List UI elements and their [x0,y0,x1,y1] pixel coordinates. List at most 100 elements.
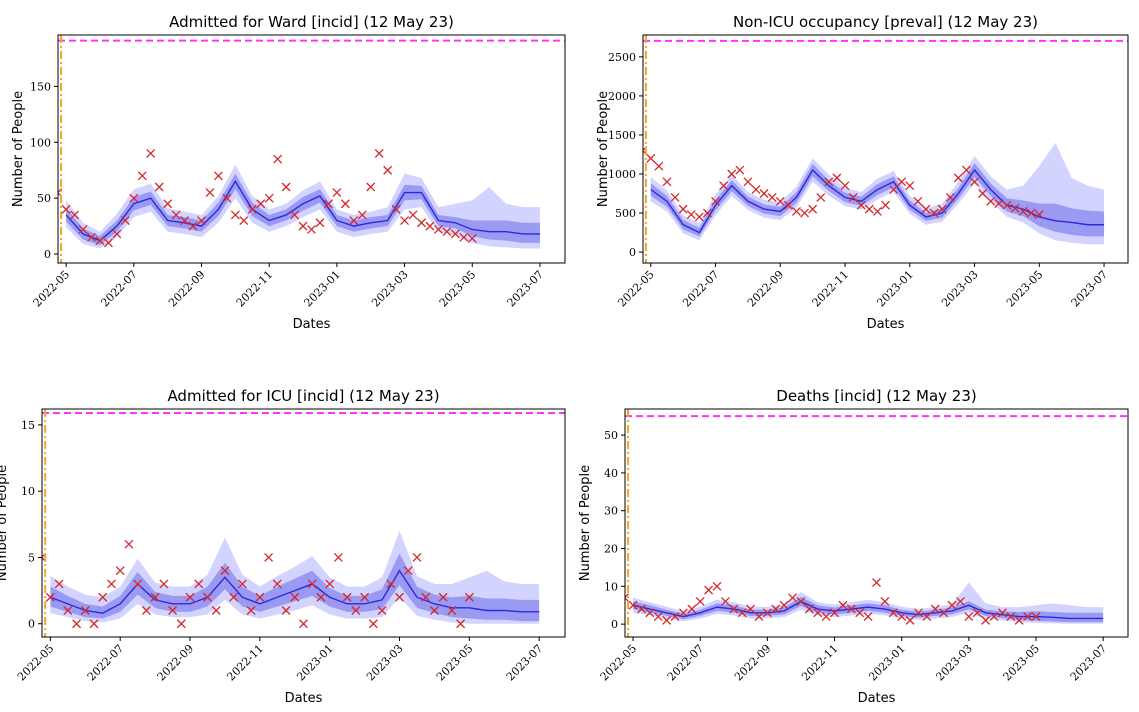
observed-point [264,193,274,203]
observed-point [450,229,460,239]
observed-point [95,236,105,246]
observed-point [972,608,982,618]
y-tick-label: 20 [604,543,618,556]
observed-point [281,182,291,192]
observed-point [87,232,96,242]
observed-point [945,192,955,202]
y-tick-label: 10 [604,580,618,593]
observed-point [205,188,215,198]
plot-area [625,409,1128,637]
y-tick-label: 150 [30,80,51,93]
observed-point [203,592,212,602]
observed-point [171,210,181,220]
observed-point [646,153,656,163]
x-tick-label: 2023-05 [1001,642,1043,684]
observed-point [856,200,866,210]
observed-point [211,606,221,615]
observed-point [880,596,890,606]
observed-point [368,619,378,629]
observed-point [298,221,308,231]
observed-point [840,181,850,191]
observed-point [281,606,291,615]
observed-point [103,238,113,248]
observed-point [438,592,448,602]
observed-point [273,154,283,164]
observed-point [107,579,116,589]
observed-point [417,218,426,228]
observed-point [767,192,777,202]
x-tick-label: 2022-05 [615,268,657,310]
observed-point [256,199,266,209]
observed-point [222,193,232,203]
observed-point [702,208,712,218]
observed-point [377,606,387,615]
observed-point [429,606,439,615]
observed-point [914,608,923,618]
observed-point [408,210,418,220]
observed-point [947,600,957,610]
x-tick-label: 2022-05 [31,268,73,310]
y-tick-label: 50 [604,429,618,442]
observed-point [824,177,834,187]
observed-point [670,192,680,202]
observed-point [124,539,134,549]
observed-point [1026,208,1036,218]
observed-point [872,207,882,216]
observed-point [863,612,873,622]
observed-point [299,619,308,629]
observed-point [213,171,223,181]
observed-point [654,161,664,171]
observed-point [391,204,401,214]
x-tick-label: 2022-07 [98,268,140,310]
observed-point [395,592,404,602]
observed-point [70,210,80,220]
observed-point [374,149,384,158]
observed-point [176,619,186,629]
observed-point [197,216,206,225]
observed-point [771,604,781,614]
x-tick-label: 2023-01 [874,268,916,310]
x-tick-label: 2022-11 [234,268,276,310]
observed-point [986,196,996,206]
observed-point [628,600,638,610]
observed-point [307,579,317,589]
observed-point [1014,615,1024,625]
y-tick-label: 2000 [608,90,636,103]
chart-title: Admitted for Ward [incid] (12 May 23) [169,13,454,31]
observed-point [981,615,991,625]
observed-point [808,204,818,214]
y-tick-label: 30 [604,505,618,518]
observed-point [754,612,764,622]
observed-point [759,189,769,198]
x-axis-label: Dates [285,691,323,706]
observed-point [425,221,435,231]
observed-point [762,608,772,618]
observed-point [421,592,431,602]
y-tick-label: 100 [30,136,51,149]
observed-point [72,619,82,629]
observed-point [746,604,756,614]
observed-point [897,612,907,622]
ci-band [66,173,540,246]
y-tick-label: 5 [28,551,35,564]
observed-point [1002,200,1012,210]
observed-point [366,182,376,192]
observed-point [848,192,858,202]
observed-point [45,592,55,602]
observed-point [386,579,396,589]
x-tick-label: 2022-07 [85,642,127,684]
observed-point [743,177,753,187]
observed-point [316,592,326,602]
observed-point [872,578,881,588]
observed-point [695,596,705,606]
observed-point [115,566,125,576]
x-tick-label: 2022-09 [732,642,774,684]
observed-point [783,200,793,210]
x-tick-label: 2023-05 [434,642,476,684]
x-axis-label: Dates [293,317,331,332]
observed-point [163,199,173,209]
x-tick-label: 2022-05 [15,642,57,684]
x-axis-label: Dates [858,691,896,706]
observed-point [220,566,230,576]
observed-point [997,608,1007,618]
